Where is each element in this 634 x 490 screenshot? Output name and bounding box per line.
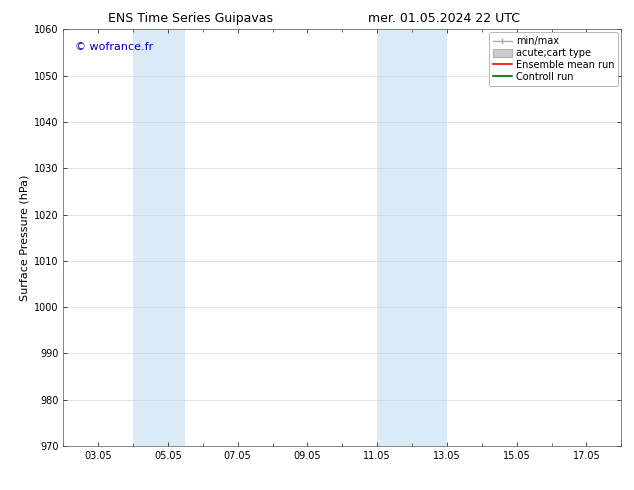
Bar: [377, 29, 447, 446]
Text: mer. 01.05.2024 22 UTC: mer. 01.05.2024 22 UTC: [368, 12, 520, 25]
Text: © wofrance.fr: © wofrance.fr: [75, 42, 153, 52]
Y-axis label: Surface Pressure (hPa): Surface Pressure (hPa): [20, 174, 30, 301]
Legend: min/max, acute;cart type, Ensemble mean run, Controll run: min/max, acute;cart type, Ensemble mean …: [489, 32, 618, 86]
Bar: [133, 29, 185, 446]
Text: ENS Time Series Guipavas: ENS Time Series Guipavas: [108, 12, 273, 25]
